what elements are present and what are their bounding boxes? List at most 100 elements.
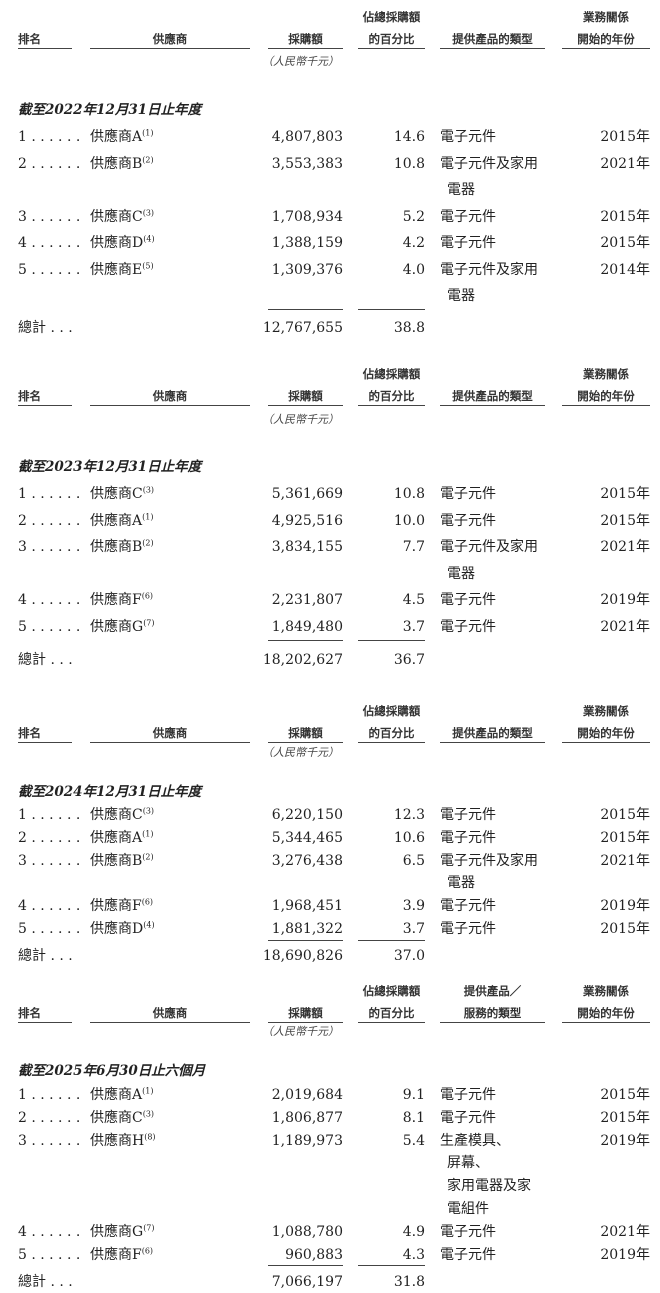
supplier-name: 供應商E — [90, 261, 143, 278]
footnote-ref: (2) — [142, 538, 154, 548]
header-year-line2: 開始的年份 — [577, 389, 635, 403]
header-underline — [268, 1022, 343, 1023]
supplier-cell: 供應商E(5) — [90, 260, 154, 280]
year-cell: 2015年 — [600, 1087, 650, 1103]
header-amount: 採購額 — [288, 726, 323, 740]
rank-cell: 1 . . . . . . — [18, 129, 81, 145]
header-pct-line1: 佔總採購額 — [362, 704, 421, 718]
footnote-ref: (3) — [142, 1109, 155, 1119]
supplier-name: 供應商A — [90, 512, 143, 529]
header-underline — [18, 742, 72, 743]
total-label: 總計 . . . — [18, 948, 73, 964]
header-underline — [90, 405, 250, 406]
header-underline — [358, 742, 425, 743]
rank-cell: 4 . . . . . . — [18, 1223, 81, 1240]
rank-cell: 2 . . . . . . — [18, 829, 81, 846]
header-underline — [90, 48, 250, 49]
header-pct-line2: 的百分比 — [368, 389, 415, 403]
rank-cell: 3 . . . . . . — [18, 852, 81, 869]
footnote-ref: (4) — [143, 234, 155, 244]
header-pct-line1: 佔總採購額 — [362, 10, 421, 24]
year-cell: 2015年 — [600, 486, 650, 502]
amount-cell: 5,344,465 — [271, 829, 343, 846]
supplier-name: 供應商B — [90, 155, 143, 172]
year-cell: 2021年 — [600, 619, 650, 635]
product-type-cell: 電子元件及家用 — [440, 852, 538, 869]
amount-cell: 3,553,383 — [271, 155, 343, 172]
footnote-ref: (3) — [142, 485, 155, 495]
supplier-cell: 供應商C(3) — [90, 207, 154, 227]
subtotal-rule — [268, 940, 343, 941]
header-year-line1: 業務關係 — [583, 984, 629, 998]
header-rank: 排名 — [18, 1006, 41, 1020]
total-amount: 18,690,826 — [262, 948, 343, 964]
amount-cell: 1,968,451 — [271, 898, 343, 915]
footnote-ref: (1) — [142, 1086, 154, 1096]
supplier-name: 供應商F — [90, 898, 142, 915]
product-type-cell: 電子元件 — [440, 619, 496, 635]
year-cell: 2019年 — [600, 592, 650, 609]
year-cell: 2019年 — [600, 898, 650, 915]
total-pct: 38.8 — [393, 320, 425, 336]
header-rank: 排名 — [18, 32, 41, 46]
rank-cell: 3 . . . . . . — [18, 539, 81, 556]
year-cell: 2021年 — [600, 539, 650, 556]
units-label: （人民幣千元） — [262, 413, 339, 426]
rank-cell: 3 . . . . . . — [18, 1132, 81, 1149]
year-cell: 2015年 — [600, 1109, 650, 1126]
product-type-cell: 電子元件 — [440, 235, 496, 251]
rank-cell: 5 . . . . . . — [18, 1246, 81, 1263]
supplier-name: 供應商H — [90, 1132, 145, 1149]
header-year-line1: 業務關係 — [583, 10, 629, 24]
pct-cell: 4.5 — [402, 592, 425, 609]
rank-cell: 2 . . . . . . — [18, 155, 81, 172]
header-underline — [268, 48, 343, 49]
supplier-cell: 供應商D(4) — [90, 233, 155, 253]
period-title: 截至2023年12月31日止年度 — [18, 459, 202, 475]
amount-cell: 2,019,684 — [271, 1087, 343, 1103]
header-supplier: 供應商 — [152, 32, 188, 46]
amount-cell: 4,925,516 — [271, 512, 343, 529]
rank-cell: 1 . . . . . . — [18, 1087, 81, 1103]
product-type-cell: 電器 — [447, 288, 475, 304]
period-title: 截至2025年6月30日止六個月 — [18, 1063, 206, 1079]
footnote-ref: (7) — [143, 1223, 155, 1233]
footnote-ref: (1) — [142, 829, 154, 839]
header-amount: 採購額 — [288, 389, 323, 403]
footnote-ref: (1) — [142, 511, 154, 521]
supplier-name: 供應商A — [90, 1087, 143, 1103]
header-underline — [18, 1022, 72, 1023]
header-product: 提供產品的類型 — [452, 726, 533, 740]
footnote-ref: (2) — [142, 154, 154, 164]
header-product-line2: 服務的類型 — [463, 1006, 522, 1020]
header-amount: 採購額 — [288, 32, 323, 46]
header-underline — [268, 405, 343, 406]
pct-cell: 10.8 — [393, 486, 425, 502]
header-year-line2: 開始的年份 — [577, 32, 635, 46]
amount-cell: 3,276,438 — [271, 852, 343, 869]
subtotal-rule — [268, 1265, 343, 1266]
period-title: 截至2024年12月31日止年度 — [18, 784, 202, 800]
total-pct: 37.0 — [393, 948, 425, 964]
pct-cell: 4.2 — [402, 235, 425, 251]
supplier-name: 供應商C — [90, 208, 143, 225]
year-cell: 2015年 — [600, 512, 650, 529]
header-underline — [440, 48, 545, 49]
supplier-cell: 供應商F(6) — [90, 896, 153, 916]
pct-cell: 10.8 — [393, 155, 425, 172]
header-rank: 排名 — [18, 389, 41, 403]
subtotal-rule — [268, 309, 343, 310]
supplier-name: 供應商A — [90, 829, 143, 846]
total-amount: 7,066,197 — [271, 1274, 343, 1290]
footnote-ref: (6) — [141, 1245, 154, 1255]
pct-cell: 7.7 — [402, 539, 425, 556]
pct-cell: 12.3 — [393, 807, 425, 823]
year-cell: 2019年 — [600, 1246, 650, 1263]
year-cell: 2015年 — [600, 208, 650, 225]
rank-cell: 1 . . . . . . — [18, 807, 81, 823]
supplier-cell: 供應商F(6) — [90, 1245, 153, 1265]
pct-cell: 9.1 — [402, 1087, 425, 1103]
product-type-cell: 生產模具、 — [440, 1132, 510, 1149]
amount-cell: 3,834,155 — [271, 539, 343, 556]
header-pct-line2: 的百分比 — [368, 726, 415, 740]
